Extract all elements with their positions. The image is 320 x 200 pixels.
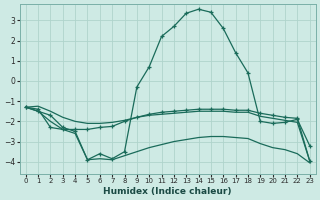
X-axis label: Humidex (Indice chaleur): Humidex (Indice chaleur) <box>103 187 232 196</box>
